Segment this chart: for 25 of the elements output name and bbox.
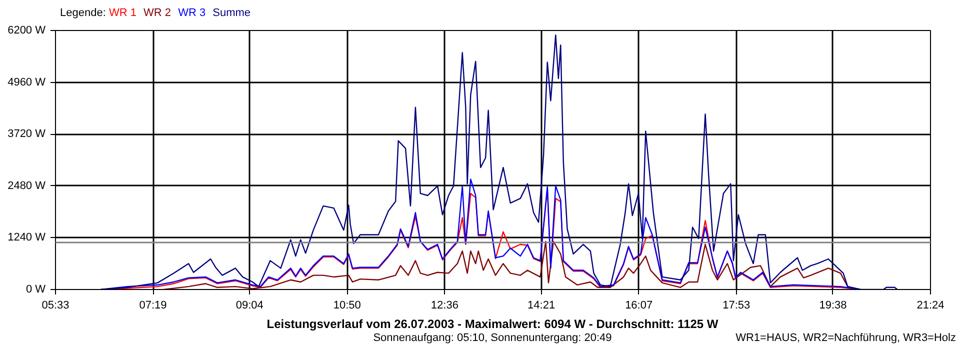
y-tick-label: 6200 W (8, 24, 46, 36)
y-tick-label: 2480 W (8, 180, 46, 192)
x-tick-label: 21:24 (916, 300, 944, 312)
x-tick-label: 14:21 (528, 300, 556, 312)
y-tick-label: 4960 W (8, 76, 46, 88)
x-tick-label: 09:04 (236, 300, 264, 312)
x-tick-label: 07:19 (139, 300, 167, 312)
x-tick-label: 12:36 (430, 300, 458, 312)
x-tick-label: 10:50 (333, 300, 361, 312)
x-tick-label: 19:38 (819, 300, 847, 312)
text: WR 3 (178, 7, 206, 19)
x-tick-label: 17:53 (722, 300, 750, 312)
line-series (100, 34, 898, 290)
x-tick-label: 16:07 (625, 300, 653, 312)
text: Leistungsverlauf vom 26.07.2003 - Maximalwert: 6094 W - Durchschnitt: 1125 W (266, 316, 720, 333)
x-tick-label: 05:33 (42, 300, 70, 312)
y-tick-label: 3720 W (8, 128, 46, 140)
legend-title: Legende: (60, 7, 107, 19)
y-tick-label: 1240 W (8, 232, 46, 244)
y-tick-label: 0 W (26, 284, 46, 296)
text: WR 2 (144, 7, 171, 19)
text: WR 1 (108, 7, 136, 19)
text: WR1=HAUS, WR2=Nachführung, WR3=Holz (736, 331, 956, 346)
text: Summe (212, 7, 251, 19)
text: Sonnenaufgang: 05:10, Sonnenuntergang: 20:49 (373, 332, 612, 344)
